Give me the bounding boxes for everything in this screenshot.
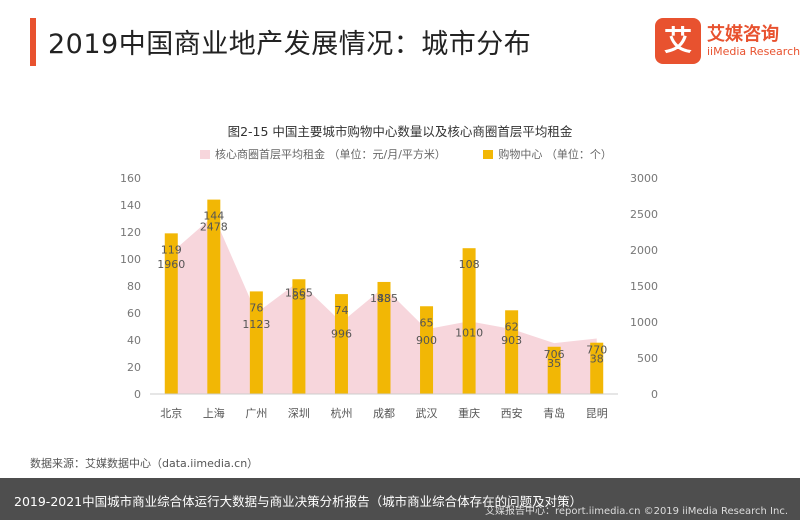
y-right-tick-label: 500 <box>637 352 658 365</box>
y-left-tick-label: 40 <box>127 334 141 347</box>
y-right-tick-label: 0 <box>651 388 658 401</box>
x-tick-label: 深圳 <box>288 407 310 420</box>
y-left-tick-label: 0 <box>134 388 141 401</box>
title-accent-bar <box>30 18 36 66</box>
chart-legend: 核心商圈首层平均租金 （单位：元/月/平方米） 购物中心 （单位：个） <box>200 146 646 162</box>
legend-swatch-rent <box>200 149 210 159</box>
x-tick-label: 西安 <box>501 406 523 420</box>
logo-mark-icon: 艾 <box>655 18 701 64</box>
y-right-tick-label: 1500 <box>630 280 658 293</box>
y-right-tick-label: 1000 <box>630 316 658 329</box>
report-caption: 2019-2021中国城市商业综合体运行大数据与商业决策分析报告（城市商业综合体… <box>14 494 583 509</box>
x-tick-label: 杭州 <box>330 406 352 420</box>
data-source: 数据来源：艾媒数据中心（data.iimedia.cn） <box>30 457 259 470</box>
x-tick-label: 上海 <box>203 406 225 420</box>
rent-value-label: 2478 <box>200 221 228 234</box>
rent-value-label: 903 <box>501 334 522 347</box>
x-tick-label: 昆明 <box>586 407 608 420</box>
bar-value-label: 38 <box>590 353 604 366</box>
bar-value-label: 108 <box>459 258 480 271</box>
bar-value-label: 65 <box>420 316 434 329</box>
bar-成都 <box>377 281 391 394</box>
bar-value-label: 83 <box>377 292 391 305</box>
bar-value-label: 144 <box>203 210 224 223</box>
bar-value-label: 62 <box>505 320 519 333</box>
report-credit: 艾媒报告中心：report.iimedia.cn ©2019 iiMedia R… <box>484 506 788 517</box>
bar-青岛 <box>547 346 561 394</box>
x-tick-label: 青岛 <box>543 406 565 420</box>
y-left-tick-label: 140 <box>120 199 141 212</box>
y-left-tick-label: 120 <box>120 226 141 239</box>
legend-label-malls: 购物中心 （单位：个） <box>498 148 612 161</box>
x-tick-label: 重庆 <box>458 406 480 420</box>
bar-北京 <box>164 233 178 394</box>
rent-value-label: 1123 <box>242 318 270 331</box>
bar-武汉 <box>420 306 434 394</box>
rent-value-label: 1010 <box>455 326 483 339</box>
bar-value-label: 85 <box>292 289 306 302</box>
y-left-tick-label: 160 <box>120 172 141 185</box>
rent-value-label: 900 <box>416 334 437 347</box>
bar-深圳 <box>292 279 306 394</box>
y-right-tick-label: 2000 <box>630 244 658 257</box>
legend-item-malls: 购物中心 （单位：个） <box>483 146 612 162</box>
y-left-tick-label: 20 <box>127 361 141 374</box>
legend-swatch-malls <box>483 149 494 159</box>
bar-广州 <box>249 291 263 394</box>
logo-chinese-name: 艾媒咨询 <box>707 24 779 45</box>
bar-value-label: 76 <box>249 301 263 314</box>
bar-上海 <box>207 199 221 394</box>
chart-title: 图2-15 中国主要城市购物中心数量以及核心商圈首层平均租金 <box>227 124 573 139</box>
bar-value-label: 35 <box>547 357 561 370</box>
rent-value-label: 1960 <box>157 258 185 271</box>
bar-昆明 <box>590 342 604 394</box>
x-tick-label: 成都 <box>373 407 395 420</box>
x-tick-label: 北京 <box>160 406 182 420</box>
rent-value-label: 706 <box>544 348 565 361</box>
y-right-tick-label: 3000 <box>630 172 658 185</box>
legend-item-rent: 核心商圈首层平均租金 （单位：元/月/平方米） <box>200 146 446 162</box>
rent-value-label: 996 <box>331 327 352 340</box>
rent-value-label: 1565 <box>285 286 313 299</box>
bar-杭州 <box>334 294 348 394</box>
chart-plot: 0 20 40 60 80 100 120 140 160 0 500 1000 1500 2000 250… <box>120 172 658 420</box>
bar-value-label: 74 <box>334 304 348 317</box>
bottom-caption-band <box>0 478 800 520</box>
bar-重庆 <box>462 248 476 394</box>
y-right-tick-label: 2500 <box>630 208 658 221</box>
logo-english-name: iiMedia Research <box>707 45 800 58</box>
y-left-tick-label: 100 <box>120 253 141 266</box>
y-left-tick-label: 60 <box>127 307 141 320</box>
rent-value-label: 770 <box>586 344 607 357</box>
rent-value-label: 1485 <box>370 292 398 305</box>
x-tick-label: 武汉 <box>416 407 438 420</box>
brand-logo: 艾 艾媒咨询 iiMedia Research <box>655 18 800 64</box>
bar-西安 <box>505 310 519 394</box>
y-left-tick-label: 80 <box>127 280 141 293</box>
x-tick-label: 广州 <box>245 407 267 420</box>
legend-label-rent: 核心商圈首层平均租金 （单位：元/月/平方米） <box>215 148 446 161</box>
bar-value-label: 119 <box>161 243 182 256</box>
page-title: 2019中国商业地产发展情况：城市分布 <box>48 29 532 60</box>
